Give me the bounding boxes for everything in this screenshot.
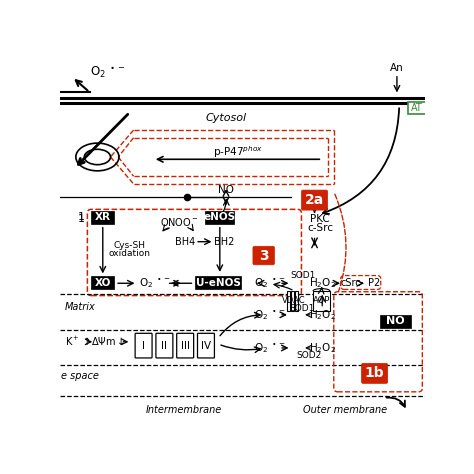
Text: eNOS: eNOS (204, 212, 236, 222)
Text: PKC: PKC (310, 214, 330, 224)
Text: SOD1: SOD1 (290, 304, 315, 313)
Bar (91, 276, 114, 290)
Bar (287, 291, 290, 311)
Text: Outer membrane: Outer membrane (303, 404, 387, 415)
Text: XR: XR (95, 212, 111, 222)
Text: K$^+$$\uparrow$: K$^+$$\uparrow$ (65, 335, 90, 348)
Bar (91, 211, 114, 224)
FancyBboxPatch shape (156, 333, 173, 358)
Text: XO: XO (95, 278, 111, 288)
Text: BH4: BH4 (175, 237, 195, 246)
Text: cSrc: cSrc (340, 278, 361, 288)
Text: III: III (181, 341, 190, 351)
Text: O$_2$$^{\ \bullet-}$: O$_2$$^{\ \bullet-}$ (91, 64, 126, 80)
Text: An: An (390, 63, 404, 73)
Text: AQP: AQP (313, 296, 330, 305)
Text: Cys-SH: Cys-SH (114, 241, 146, 250)
Bar (291, 291, 294, 311)
Text: NO: NO (386, 316, 405, 327)
Text: SOD1: SOD1 (290, 271, 316, 280)
Text: e space: e space (61, 372, 99, 382)
Text: Matrix: Matrix (64, 302, 95, 312)
Text: BH2: BH2 (214, 237, 235, 246)
Text: O$_2$$^{\ \bullet-}$: O$_2$$^{\ \bullet-}$ (138, 276, 170, 290)
Text: O$_2$$^{\ \bullet-}$: O$_2$$^{\ \bullet-}$ (254, 341, 286, 355)
FancyBboxPatch shape (408, 102, 426, 114)
Bar (380, 315, 411, 328)
Text: ONOO$^-$: ONOO$^-$ (160, 217, 199, 228)
Text: SOD2: SOD2 (297, 351, 322, 360)
FancyBboxPatch shape (135, 333, 152, 358)
Text: 3: 3 (259, 248, 269, 263)
FancyBboxPatch shape (177, 333, 194, 358)
FancyBboxPatch shape (301, 190, 328, 210)
Text: 1: 1 (78, 214, 85, 224)
Text: VDAC: VDAC (282, 296, 306, 305)
Bar (195, 276, 241, 290)
Text: O$_2$$^{\ \bullet-}$: O$_2$$^{\ \bullet-}$ (254, 308, 286, 322)
Text: Intermembrane: Intermembrane (146, 404, 222, 415)
Text: $\Delta\Psi$m$\downarrow$: $\Delta\Psi$m$\downarrow$ (91, 336, 125, 347)
Text: c-Src: c-Src (307, 223, 333, 233)
Text: AT: AT (411, 103, 423, 113)
Text: NO: NO (218, 185, 234, 195)
Text: 2a: 2a (305, 193, 324, 207)
Text: IV: IV (201, 341, 211, 351)
Text: O$_2$$^{\ \bullet-}$: O$_2$$^{\ \bullet-}$ (254, 276, 286, 290)
Text: Cytosol: Cytosol (205, 113, 246, 124)
Text: II: II (161, 341, 167, 351)
Text: 1b: 1b (365, 366, 384, 380)
FancyBboxPatch shape (253, 246, 274, 265)
Text: 1: 1 (78, 212, 85, 222)
Text: I: I (142, 341, 145, 351)
Text: p-P47$^{phox}$: p-P47$^{phox}$ (212, 145, 263, 160)
Bar (313, 291, 330, 311)
FancyBboxPatch shape (198, 333, 214, 358)
Text: U-eNOS: U-eNOS (196, 278, 241, 288)
Text: H$_2$O$_2$: H$_2$O$_2$ (309, 276, 336, 290)
Bar (294, 291, 298, 311)
Text: oxidation: oxidation (109, 249, 151, 258)
FancyBboxPatch shape (362, 364, 388, 383)
Text: P2: P2 (368, 278, 381, 288)
Text: H$_2$O$_2$: H$_2$O$_2$ (309, 308, 336, 322)
Text: H$_2$O$_2$: H$_2$O$_2$ (309, 341, 336, 355)
Bar (205, 211, 235, 224)
